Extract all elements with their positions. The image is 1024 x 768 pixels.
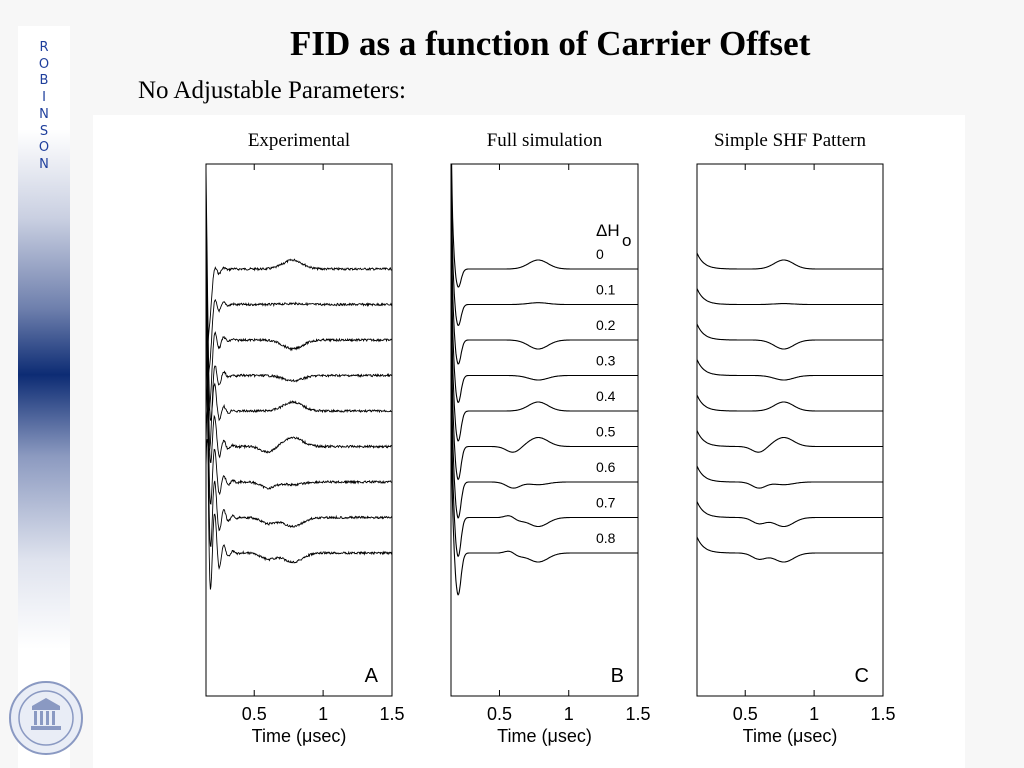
x-tick-label: 1 (318, 704, 328, 724)
fid-trace (206, 365, 392, 467)
fid-trace (697, 394, 883, 412)
fid-trace (451, 369, 638, 558)
chart-panel-A: Experimental 0.5 1 1.5 Time (μsec) A (205, 130, 405, 746)
x-tick-label: 1 (564, 704, 574, 724)
x-tick-label: 1 (809, 704, 819, 724)
fid-trace (206, 331, 392, 445)
fid-trace (451, 405, 638, 596)
fid-trace (206, 210, 392, 505)
fid-trace (206, 258, 392, 402)
figure-panel: Experimental 0.5 1 1.5 Time (μsec) A Full simu… (93, 115, 965, 768)
offset-label: 0.1 (596, 282, 616, 298)
fid-trace (451, 164, 638, 288)
fid-figure: Experimental 0.5 1 1.5 Time (μsec) A Full simu… (205, 130, 896, 746)
plot-frame (450, 163, 639, 697)
fid-trace (451, 227, 638, 404)
panel-letter: C (855, 665, 869, 687)
chart-panel-C: Simple SHF Pattern 0.5 1 1.5 Time (μsec) C (696, 130, 896, 746)
panel-letter: B (611, 665, 624, 687)
x-axis-label: Time (μsec) (497, 726, 592, 746)
fid-trace (451, 164, 638, 327)
fid-trace (451, 191, 638, 365)
offset-label: 0.6 (596, 459, 616, 475)
fid-trace (206, 187, 392, 464)
fid-trace (697, 536, 883, 563)
fid-trace (451, 298, 638, 481)
fid-trace (206, 167, 392, 422)
fid-trace (697, 323, 883, 350)
x-axis-label: Time (μsec) (252, 726, 347, 746)
sidebar-gradient (18, 26, 70, 768)
side-letter: R (39, 40, 49, 55)
fid-trace (206, 232, 392, 547)
x-tick-label: 1.5 (379, 704, 404, 724)
side-letter: I (42, 90, 46, 106)
plot-frame (696, 163, 884, 697)
offset-label: 0.3 (596, 353, 616, 369)
legend-subscript: o (622, 231, 631, 250)
plot-frame (205, 163, 393, 697)
fid-trace (697, 430, 883, 453)
x-axis-label: Time (μsec) (743, 726, 838, 746)
fid-trace (697, 288, 883, 306)
x-tick-label: 0.5 (487, 704, 512, 724)
university-seal-icon (9, 681, 83, 755)
fid-trace (451, 262, 638, 442)
offset-label: 0 (596, 246, 604, 262)
offset-label: 0.4 (596, 388, 616, 404)
side-letter: B (39, 73, 49, 89)
panel-letter: A (365, 665, 379, 687)
offset-label: 0.2 (596, 317, 616, 333)
panel-title: Simple SHF Pattern (714, 130, 867, 151)
side-letter: O (38, 140, 50, 156)
fid-trace (697, 501, 883, 528)
fid-trace (697, 465, 883, 489)
panel-title: Full simulation (487, 130, 603, 151)
offset-label: 0.8 (596, 530, 616, 546)
x-tick-label: 1.5 (625, 704, 650, 724)
fid-trace (697, 359, 883, 381)
fid-trace (206, 253, 392, 590)
x-tick-label: 1.5 (870, 704, 895, 724)
x-tick-label: 0.5 (242, 704, 267, 724)
chart-panel-B: Full simulation 0.5 1 1.5 Time (μsec) B ΔHo 0 0.… (450, 130, 651, 746)
side-letter: N (39, 106, 49, 122)
legend-title: ΔH (596, 221, 620, 240)
fid-trace (697, 252, 883, 270)
slide-title: FID as a function of Carrier Offset (290, 24, 811, 63)
offset-label: 0.7 (596, 495, 616, 511)
panel-title: Experimental (248, 130, 350, 151)
offset-label: 0.5 (596, 424, 616, 440)
side-letter: N (39, 156, 49, 172)
side-letter: O (38, 56, 50, 72)
fid-trace (206, 298, 392, 424)
side-letter: S (39, 123, 49, 139)
fid-trace (451, 334, 638, 519)
x-tick-label: 0.5 (733, 704, 758, 724)
slide-subtitle: No Adjustable Parameters: (138, 77, 406, 104)
